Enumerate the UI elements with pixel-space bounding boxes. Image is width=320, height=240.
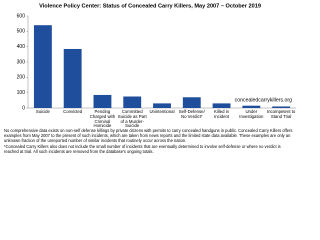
bar [153, 103, 171, 108]
x-tick-label: Pending Charged with Criminal Homicide [89, 109, 116, 129]
y-tick-label: 500 [17, 29, 26, 35]
note: *Concealed Carry Killers also does not i… [4, 144, 281, 155]
bar [242, 105, 261, 108]
bar [182, 97, 201, 108]
x-tick-label: Suicide [35, 109, 50, 114]
y-tick-label: 300 [17, 59, 26, 65]
x-tick-label: Self-Defense/ No Verdict* [178, 109, 205, 119]
bar [212, 103, 231, 108]
x-tick-label: Convicted [63, 109, 83, 114]
annotation: concealedcarrykillers.org [235, 97, 292, 103]
x-tick-label: Under Investigation [239, 109, 264, 119]
x-tick-label: Unintentional [149, 109, 175, 114]
x-tick-label: Killed in Incident [214, 109, 230, 119]
page: Violence Policy Center: Status of Concea… [4, 3, 296, 157]
note: No comprehensive data exists on non-self… [4, 128, 293, 143]
chart-title: Violence Policy Center: Status of Concea… [39, 3, 261, 9]
bar [272, 106, 291, 108]
bar [33, 25, 52, 109]
notes: No comprehensive data exists on non-self… [4, 128, 296, 157]
y-tick-label: 0 [22, 105, 25, 111]
bar [123, 96, 142, 108]
y-tick-label: 400 [17, 44, 26, 50]
y-tick-label: 600 [17, 13, 26, 19]
x-tick-label: Committed Suicide as Part of a Murder-Su… [117, 109, 147, 129]
bar [93, 94, 112, 108]
y-tick-label: 100 [17, 90, 26, 96]
bar [63, 48, 82, 108]
x-tick-label: Incompetent to Stand Trial [266, 109, 296, 119]
chart: Violence Policy Center: Status of Concea… [17, 3, 296, 111]
y-tick-label: 200 [17, 75, 26, 81]
